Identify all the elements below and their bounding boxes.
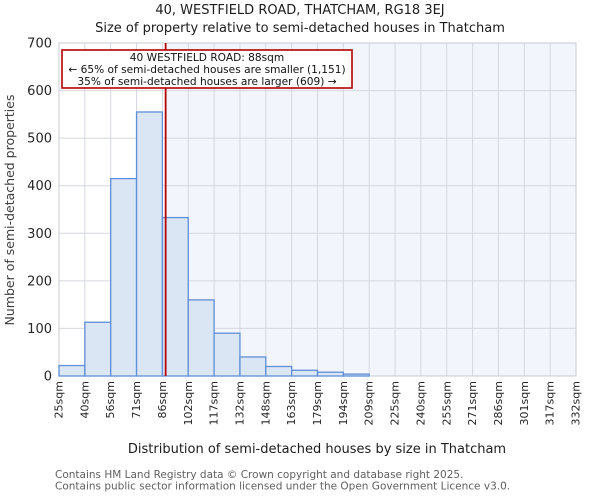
- histogram-bar: [84, 321, 112, 377]
- y-tick-label: 200: [27, 274, 52, 289]
- x-tick-label: 240sqm: [414, 381, 427, 425]
- x-tick-label: 56sqm: [104, 381, 117, 418]
- x-axis-title: Distribution of semi-detached houses by …: [128, 442, 506, 457]
- chart-subtitle: Size of property relative to semi-detach…: [95, 21, 505, 36]
- histogram-bar: [110, 177, 138, 377]
- x-tick-label: 271sqm: [466, 381, 479, 425]
- x-tick-label: 102sqm: [182, 381, 195, 425]
- y-tick-label: 700: [27, 37, 52, 52]
- x-tick-label: 148sqm: [259, 381, 272, 425]
- histogram-bar: [239, 356, 267, 377]
- annotation-box: [61, 49, 353, 89]
- histogram-bar: [290, 369, 319, 377]
- x-tick-label: 209sqm: [363, 381, 376, 425]
- annotation-line-1: 40 WESTFIELD ROAD: 88sqm: [130, 52, 284, 64]
- annotation-line-2: ← 65% of semi-detached houses are smalle…: [68, 64, 345, 76]
- x-tick-label: 301sqm: [518, 381, 531, 425]
- x-tick-label: 163sqm: [285, 381, 298, 425]
- histogram-bar: [58, 364, 86, 377]
- x-tick-label: 71sqm: [130, 381, 143, 418]
- x-tick-label: 317sqm: [544, 381, 557, 425]
- y-tick-label: 400: [27, 179, 52, 194]
- x-tick-label: 132sqm: [233, 381, 246, 425]
- histogram-bar: [213, 332, 241, 377]
- y-tick-labels: 0 100 200 300 400 500 600 700: [27, 37, 52, 385]
- histogram-bar: [135, 111, 164, 377]
- footer-attribution-line-1: Contains HM Land Registry data © Crown c…: [55, 469, 463, 481]
- y-tick-label: 0: [44, 370, 52, 385]
- x-tick-label: 225sqm: [389, 381, 402, 425]
- x-tick-label: 286sqm: [492, 381, 505, 425]
- y-tick-label: 100: [27, 322, 52, 337]
- y-tick-label: 600: [27, 84, 52, 99]
- x-tick-labels: 25sqm 40sqm 56sqm 71sqm 86sqm 102sqm 117sqm 132…: [53, 381, 583, 425]
- y-axis-title: Number of semi-detached properties: [2, 95, 17, 326]
- annotation-line-3: 35% of semi-detached houses are larger (…: [77, 76, 336, 88]
- x-tick-label: 332sqm: [570, 381, 583, 425]
- annotation-callout: 40 WESTFIELD ROAD: 88sqm ← 65% of semi-d…: [61, 49, 353, 89]
- footer-attribution-line-2: Contains public sector information licen…: [55, 481, 510, 493]
- histogram-bar: [265, 365, 293, 377]
- x-tick-label: 25sqm: [53, 381, 66, 418]
- y-tick-label: 500: [27, 132, 52, 147]
- histogram-bar: [187, 299, 215, 377]
- x-tick-label: 117sqm: [208, 381, 221, 425]
- x-tick-label: 255sqm: [440, 381, 453, 425]
- y-tick-label: 300: [27, 227, 52, 242]
- histogram-bar: [342, 373, 370, 377]
- chart-title: 40, WESTFIELD ROAD, THATCHAM, RG18 3EJ: [155, 3, 444, 18]
- shade-region-larger: [165, 43, 576, 376]
- histogram-bar: [316, 371, 345, 377]
- x-tick-label: 179sqm: [311, 381, 324, 425]
- x-tick-label: 194sqm: [337, 381, 350, 425]
- bars-layer: [58, 111, 370, 377]
- shade-layer: [165, 43, 576, 376]
- x-tick-label: 40sqm: [78, 381, 91, 418]
- histogram-bar: [161, 216, 189, 377]
- x-tick-label: 86sqm: [156, 381, 169, 418]
